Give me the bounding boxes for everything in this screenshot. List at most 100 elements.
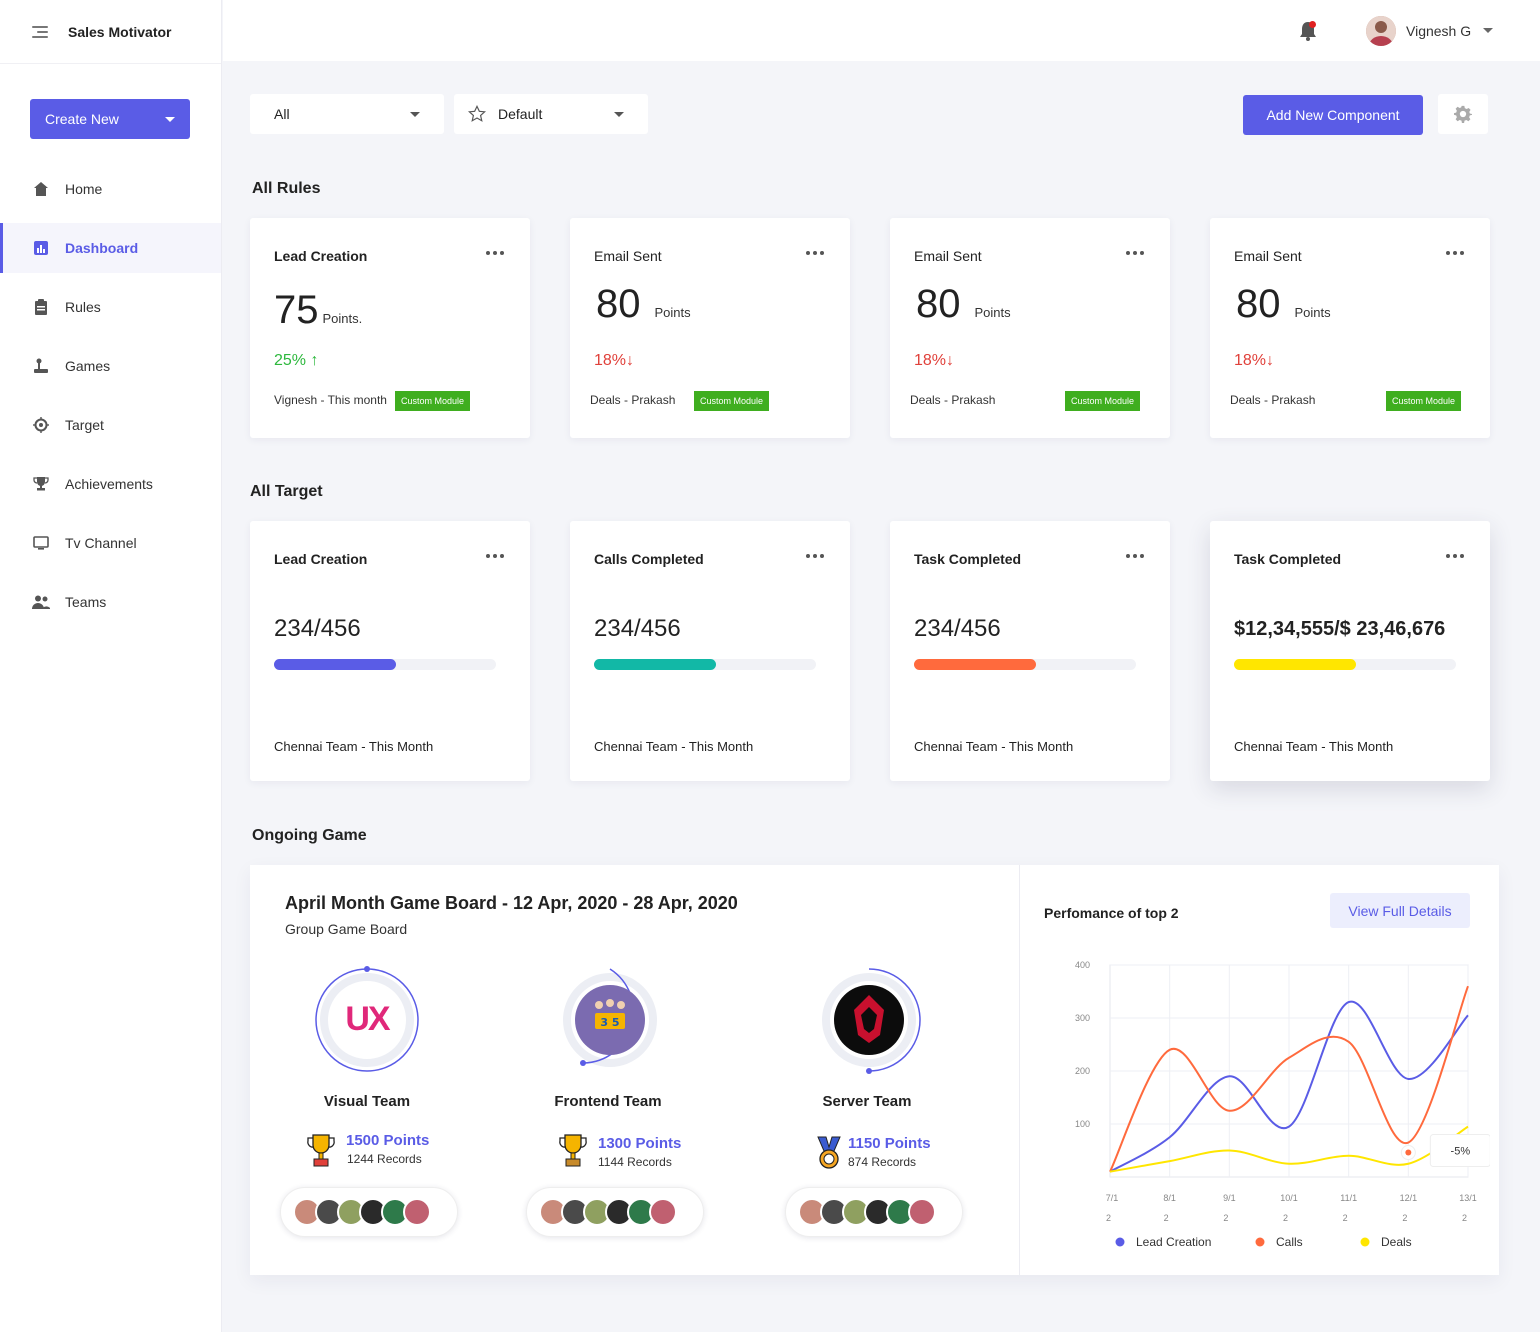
rule-card-value: 80 Points <box>1236 282 1331 327</box>
rules-section-title: All Rules <box>252 180 321 197</box>
team-name: Visual Team <box>323 1093 411 1110</box>
annotation-dot <box>1405 1149 1412 1156</box>
more-options-icon[interactable] <box>1126 554 1144 558</box>
top-bar <box>223 0 1540 61</box>
rule-trend: 18%↓ <box>914 352 955 369</box>
rule-points: 80 <box>596 282 641 326</box>
x-tick-label: 13/1 <box>1459 1193 1477 1203</box>
home-icon <box>32 180 50 198</box>
annotation-label: -5% <box>1451 1146 1471 1158</box>
progress-track <box>1234 659 1456 670</box>
create-new-button[interactable]: Create New <box>30 99 190 139</box>
x-tick-label: 7/1 <box>1106 1193 1119 1203</box>
team-members[interactable] <box>526 1187 704 1237</box>
more-options-icon[interactable] <box>806 554 824 558</box>
team-points: 1300 Points <box>598 1135 682 1152</box>
game-title: April Month Game Board - 12 Apr, 2020 - … <box>285 893 738 913</box>
team-name: Server Team <box>822 1093 912 1110</box>
rule-card-title: Lead Creation <box>274 248 368 264</box>
team-records: 874 Records <box>848 1155 917 1169</box>
visual-team-ring <box>315 966 419 1072</box>
sidebar-item-label: Rules <box>65 299 101 315</box>
progress-track <box>914 659 1136 670</box>
x-tick-label: 11/1 <box>1340 1193 1357 1203</box>
user-avatar[interactable] <box>1366 16 1396 46</box>
more-options-icon[interactable] <box>806 251 824 255</box>
legend-label: Calls <box>1276 1235 1303 1249</box>
game-board: April Month Game Board - 12 Apr, 2020 - … <box>250 865 1499 1275</box>
people-icon <box>32 593 50 611</box>
sidebar-item-dashboard[interactable]: Dashboard <box>0 223 221 273</box>
target-icon <box>32 416 50 434</box>
filter-select-value: All <box>274 106 290 122</box>
team-points: 1150 Points <box>848 1135 931 1152</box>
menu-icon[interactable] <box>32 25 48 38</box>
more-options-icon[interactable] <box>486 554 504 558</box>
create-new-label: Create New <box>45 111 119 127</box>
x-tick-sublabel: 2 <box>1283 1213 1288 1223</box>
sidebar-item-achievements[interactable]: Achievements <box>0 459 221 509</box>
sidebar-item-rules[interactable]: Rules <box>0 282 221 332</box>
add-new-component-button[interactable]: Add New Component <box>1243 95 1423 135</box>
more-options-icon[interactable] <box>486 251 504 255</box>
medal-icon <box>817 1136 841 1169</box>
progress-fill <box>274 659 397 670</box>
team-records: 1144 Records <box>598 1155 672 1169</box>
y-tick-label: 200 <box>1075 1066 1090 1076</box>
rule-points: 80 <box>916 282 961 326</box>
member-avatar <box>403 1198 431 1226</box>
filter-select[interactable]: All <box>250 94 444 134</box>
performance-chart: 400 300 200 100 7/1 2 8/1 2 9/1 2 10/1 2 11/1 2 12/1 2 1… <box>1075 960 1490 1249</box>
rule-card-title: Email Sent <box>1234 248 1302 264</box>
sidebar-item-games[interactable]: Games <box>0 341 221 391</box>
target-card: Task Completed 234/456 Chennai Team - Th… <box>890 521 1170 781</box>
rule-card-footer: Deals - Prakash <box>1230 393 1316 407</box>
custom-module-badge: Custom Module <box>395 391 471 411</box>
x-tick-sublabel: 2 <box>1462 1213 1467 1223</box>
app-name: Sales Motivator <box>68 23 172 40</box>
gear-icon <box>1454 105 1472 123</box>
progress-track <box>594 659 816 670</box>
more-options-icon[interactable] <box>1126 251 1144 255</box>
rule-card-title: Email Sent <box>594 248 662 264</box>
target-card: Lead Creation 234/456 Chennai Team - Thi… <box>250 521 530 781</box>
x-tick-label: 10/1 <box>1280 1193 1298 1203</box>
view-full-details-button[interactable]: View Full Details <box>1330 893 1470 928</box>
team-members[interactable] <box>785 1187 963 1237</box>
sidebar-nav: Home Dashboard Rules Games Target <box>0 164 221 636</box>
sidebar-item-tv-channel[interactable]: Tv Channel <box>0 518 221 568</box>
divider <box>1019 865 1020 1275</box>
targets-section-title: All Target <box>250 483 323 500</box>
series-line-lead-creation <box>1109 1000 1469 1173</box>
performance-title: Perfomance of top 2 <box>1044 905 1179 921</box>
x-tick-label: 8/1 <box>1163 1193 1176 1203</box>
custom-module-badge: Custom Module <box>694 391 770 411</box>
ux-logo: UX <box>345 1000 390 1038</box>
dashboard-icon <box>32 239 50 257</box>
settings-button[interactable] <box>1438 94 1488 134</box>
notification-bell-icon[interactable] <box>1297 20 1319 42</box>
rule-card-footer: Deals - Prakash <box>910 393 996 407</box>
target-value: 234/456 <box>594 615 681 642</box>
x-tick-label: 12/1 <box>1400 1193 1418 1203</box>
team-members[interactable] <box>280 1187 458 1237</box>
more-options-icon[interactable] <box>1446 554 1464 558</box>
sidebar-item-label: Dashboard <box>65 240 139 256</box>
more-options-icon[interactable] <box>1446 251 1464 255</box>
gold-trophy-icon <box>307 1134 335 1167</box>
server-team-ring <box>822 968 921 1074</box>
game-section-title: Ongoing Game <box>252 827 367 844</box>
sidebar-item-teams[interactable]: Teams <box>0 577 221 627</box>
target-value: 234/456 <box>274 615 361 642</box>
target-card-title: Task Completed <box>1234 551 1342 567</box>
chevron-down-icon <box>165 116 175 122</box>
target-card-title: Calls Completed <box>594 551 704 567</box>
sidebar-item-target[interactable]: Target <box>0 400 221 450</box>
rule-points: 75 <box>274 288 319 332</box>
view-select[interactable]: Default <box>454 94 648 134</box>
user-menu-chevron-icon[interactable] <box>1483 28 1493 33</box>
gold-trophy-icon <box>559 1134 587 1167</box>
sidebar: Sales Motivator Create New Home Dashboar… <box>0 0 222 1332</box>
user-name[interactable]: Vignesh G <box>1406 23 1472 39</box>
sidebar-item-home[interactable]: Home <box>0 164 221 214</box>
